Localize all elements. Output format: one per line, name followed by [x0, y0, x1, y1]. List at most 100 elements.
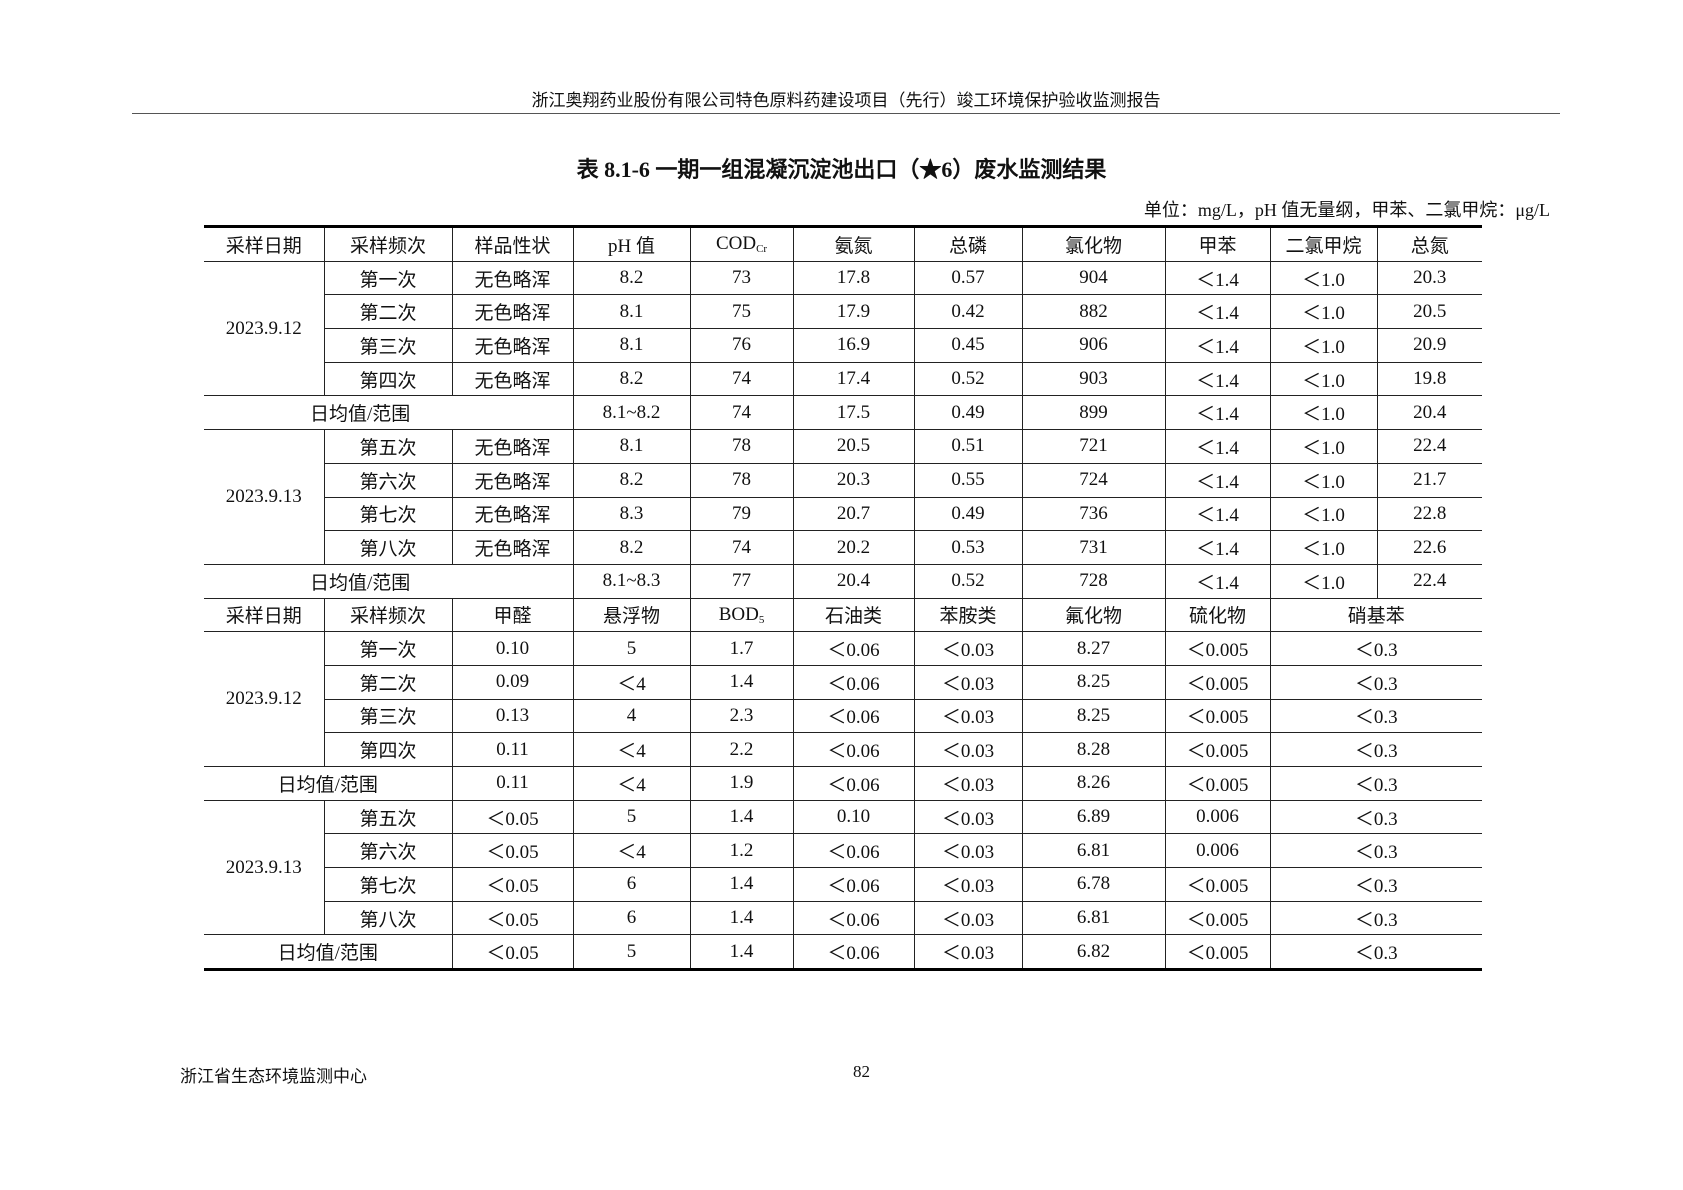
table-cell: 无色略浑 — [451, 530, 574, 565]
table-cell: 0.006 — [1164, 799, 1271, 835]
table-cell: 1.4 — [689, 867, 794, 902]
table-cell: ＜0.3 — [1269, 664, 1482, 700]
table-cell: 731 — [1021, 530, 1166, 565]
table-cell: 1.7 — [689, 631, 794, 666]
table-cell: 6.89 — [1021, 799, 1166, 835]
table-cell: ＜0.03 — [913, 698, 1023, 734]
table-cell: 5 — [572, 934, 691, 971]
table-cell: 0.51 — [913, 429, 1023, 464]
column-header: BOD5 — [689, 597, 794, 633]
table-cell: ＜0.005 — [1164, 900, 1271, 936]
table-cell: ＜4 — [572, 766, 691, 801]
table-cell: ＜4 — [572, 732, 691, 767]
table-row: 第七次 ＜0.05 6 1.4 ＜0.06 ＜0.03 6.78 ＜0.005 ＜0.3 — [204, 867, 1482, 902]
page-number: 82 — [853, 1062, 870, 1081]
table-cell: 1.9 — [689, 766, 794, 801]
table-row: 第三次 0.13 4 2.3 ＜0.06 ＜0.03 8.25 ＜0.005 ＜0.3 — [204, 698, 1482, 734]
table-cell: 73 — [689, 260, 794, 296]
table-cell: 19.8 — [1376, 361, 1482, 397]
table-cell: 8.1 — [572, 429, 691, 464]
table-row: 第八次 ＜0.05 6 1.4 ＜0.06 ＜0.03 6.81 ＜0.005 ＜0.3 — [204, 900, 1482, 936]
table-cell: 第二次 — [324, 664, 453, 700]
summary-row: 日均值/范围 8.1~8.3 77 20.4 0.52 728 ＜1.4 ＜1.0 22.4 — [204, 563, 1482, 599]
summary-label: 日均值/范围 — [204, 563, 574, 599]
table-row: 第六次 ＜0.05 ＜4 1.2 ＜0.06 ＜0.03 6.81 0.006 ＜0.3 — [204, 833, 1482, 869]
table-cell: 75 — [689, 294, 794, 330]
table-cell: 0.55 — [913, 462, 1023, 498]
column-header: 甲苯 — [1164, 226, 1271, 262]
table-cell: 17.8 — [792, 260, 915, 296]
table-cell: 899 — [1021, 395, 1166, 431]
table-cell: ＜0.005 — [1164, 934, 1271, 971]
table-cell: 6 — [572, 900, 691, 936]
table-cell: ＜0.005 — [1164, 867, 1271, 902]
table-cell: ＜0.05 — [451, 934, 574, 971]
table-cell: 1.4 — [689, 664, 794, 700]
footer-organization: 浙江省生态环境监测中心 — [180, 1067, 367, 1086]
table-cell: ＜1.4 — [1164, 462, 1271, 498]
header-subscript: Cr — [756, 243, 768, 256]
table-cell: 无色略浑 — [451, 328, 574, 363]
table-cell: ＜0.3 — [1269, 833, 1482, 869]
summary-label: 日均值/范围 — [204, 934, 453, 971]
table-cell: ＜1.4 — [1164, 328, 1271, 363]
table-cell: ＜1.0 — [1269, 395, 1378, 431]
table-cell: ＜0.3 — [1269, 766, 1482, 801]
table-cell: 736 — [1021, 496, 1166, 532]
date-cell: 2023.9.12 — [204, 260, 325, 397]
column-header: 悬浮物 — [572, 597, 691, 633]
table-cell: 8.2 — [572, 530, 691, 565]
table-cell: 17.5 — [792, 395, 915, 431]
table-cell: 20.9 — [1376, 328, 1482, 363]
table-cell: ＜1.0 — [1269, 530, 1378, 565]
summary-row: 日均值/范围 8.1~8.2 74 17.5 0.49 899 ＜1.4 ＜1.0 20.4 — [204, 395, 1482, 431]
table-cell: 第一次 — [323, 260, 453, 296]
table-cell: 第三次 — [324, 698, 453, 734]
table-cell: 8.3 — [572, 496, 691, 532]
table-cell: ＜1.0 — [1269, 294, 1378, 330]
table-cell: 第八次 — [324, 900, 453, 936]
table-cell: 6.82 — [1021, 934, 1166, 971]
table-cell: ＜1.0 — [1269, 260, 1378, 296]
table-cell: 16.9 — [792, 328, 915, 363]
table-cell: 8.1~8.3 — [572, 563, 691, 599]
column-header: 石油类 — [792, 597, 915, 633]
table-cell: ＜1.0 — [1269, 462, 1378, 498]
table-cell: 无色略浑 — [451, 496, 574, 532]
column-header: 氟化物 — [1021, 597, 1166, 633]
table-cell: 17.9 — [792, 294, 915, 330]
column-header: pH 值 — [572, 226, 691, 262]
header-row: 采样日期 采样频次 样品性状 pH 值 CODCr 氨氮 总磷 氯化物 甲苯 二氯甲烷 总氮 — [204, 226, 1482, 262]
table-cell: 第八次 — [324, 530, 453, 565]
table-cell: 第二次 — [324, 294, 453, 330]
table-cell: 1.4 — [689, 900, 794, 936]
column-header: 采样日期 — [204, 226, 325, 262]
table-cell: 8.2 — [572, 361, 691, 397]
table-cell: ＜0.05 — [451, 900, 574, 936]
table-cell: 20.3 — [792, 462, 915, 498]
table-row: 第八次 无色略浑 8.2 74 20.2 0.53 731 ＜1.4 ＜1.0 22.6 — [204, 530, 1482, 565]
monitoring-results-table: 采样日期 采样频次 样品性状 pH 值 CODCr 氨氮 总磷 氯化物 甲苯 二氯甲烷 总氮 2023… — [204, 225, 1482, 972]
table-cell: 0.10 — [792, 799, 915, 835]
table-cell: ＜0.06 — [792, 631, 915, 666]
table-cell: 5 — [572, 799, 691, 835]
table-cell: ＜1.0 — [1269, 496, 1378, 532]
table-cell: 76 — [689, 328, 794, 363]
table-cell: 20.3 — [1376, 260, 1482, 296]
table-cell: 20.7 — [792, 496, 915, 532]
date-cell: 2023.9.12 — [204, 631, 325, 767]
table-cell: ＜0.06 — [792, 833, 915, 869]
table-cell: 22.8 — [1376, 496, 1482, 532]
column-header: 样品性状 — [451, 226, 574, 262]
summary-row: 日均值/范围 0.11 ＜4 1.9 ＜0.06 ＜0.03 8.26 ＜0.005 ＜0.3 — [204, 766, 1482, 801]
table-cell: ＜0.05 — [451, 799, 574, 835]
table-cell: 20.4 — [1376, 395, 1482, 431]
header-label: COD — [715, 233, 757, 255]
table-cell: 2.2 — [689, 732, 794, 767]
table-cell: 22.4 — [1376, 429, 1482, 464]
table-cell: 882 — [1021, 294, 1166, 330]
column-header: 甲醛 — [451, 597, 574, 633]
table-cell: 2.3 — [689, 698, 794, 734]
table-cell: 0.11 — [451, 766, 574, 801]
table-cell: 第六次 — [324, 462, 453, 498]
